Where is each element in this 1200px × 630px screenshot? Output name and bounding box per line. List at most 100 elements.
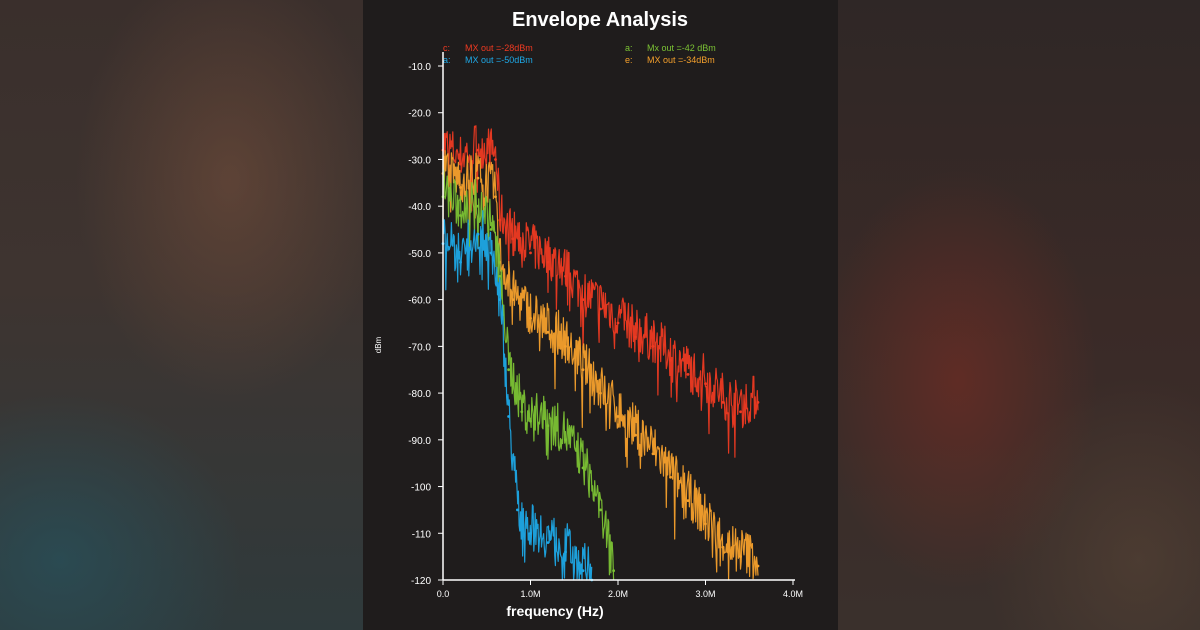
data-point	[529, 316, 532, 320]
y-tick-label: -100	[411, 483, 431, 494]
data-point	[489, 251, 493, 255]
data-point	[669, 475, 672, 479]
data-point	[498, 218, 502, 222]
data-point	[459, 214, 462, 217]
y-tick-label: -80.0	[408, 389, 431, 400]
y-tick-label: -120	[411, 576, 431, 587]
y-tick-label: -50.0	[408, 249, 431, 260]
data-point	[520, 410, 524, 414]
data-point	[564, 274, 567, 278]
legend-entry: e: MX out =-34dBm	[625, 55, 715, 65]
data-point	[494, 158, 497, 161]
data-point	[476, 204, 480, 208]
series-trace	[442, 125, 759, 458]
y-tick-label: -70.0	[408, 342, 431, 353]
data-point	[634, 433, 637, 437]
data-point	[704, 382, 707, 386]
y-tick-label: -60.0	[408, 296, 431, 307]
y-axis-label: dBm	[374, 336, 383, 353]
legend-entry: c: MX out =-28dBm	[443, 43, 533, 53]
x-tick-label: 4.0M	[783, 589, 803, 599]
data-point	[756, 401, 760, 404]
y-tick-label: -20.0	[408, 109, 431, 120]
data-point	[616, 321, 620, 325]
data-point	[704, 522, 707, 526]
data-point	[546, 260, 550, 264]
chart-title: Envelope Analysis	[512, 9, 688, 31]
y-tick-label: -90.0	[408, 436, 431, 447]
data-point	[476, 176, 480, 180]
blurred-background-right	[838, 0, 1200, 630]
data-point	[564, 438, 567, 442]
data-point	[669, 359, 672, 362]
series-1	[441, 125, 760, 458]
data-point	[507, 368, 510, 372]
data-point	[511, 237, 515, 241]
data-point	[507, 415, 510, 418]
blurred-background-left	[0, 0, 363, 630]
series-2	[441, 150, 760, 581]
data-point	[546, 541, 550, 544]
data-point	[581, 298, 585, 301]
legend-key: c:	[443, 43, 450, 53]
data-point	[721, 545, 725, 549]
data-point	[634, 335, 637, 339]
data-point	[459, 260, 462, 264]
data-point	[739, 555, 742, 558]
data-point	[529, 251, 532, 255]
axes: -10.0 -20.0 -30.0 -40.0 -50.0 -60.0 -70.0 -80.0…	[408, 52, 803, 599]
data-point	[581, 368, 585, 372]
data-point	[616, 415, 620, 418]
data-point	[489, 228, 493, 231]
data-point	[459, 186, 462, 189]
data-point	[599, 391, 602, 395]
y-tick-label: -30.0	[408, 155, 431, 166]
data-point	[599, 508, 602, 512]
y-tick-label: -10.0	[408, 62, 431, 73]
data-point	[529, 419, 532, 423]
legend-key: a:	[625, 43, 633, 53]
data-point	[476, 148, 480, 152]
data-point	[498, 274, 502, 278]
x-tick-label: 1.0M	[520, 589, 540, 599]
data-point	[546, 330, 550, 334]
legend-key: e:	[625, 55, 633, 65]
data-point	[581, 569, 585, 573]
plot-area	[441, 125, 760, 582]
legend-entry: a: Mx out =-42 dBm	[625, 43, 716, 53]
data-point	[476, 232, 480, 236]
data-point	[612, 569, 615, 573]
data-point	[651, 452, 655, 456]
data-point	[529, 531, 532, 535]
series-4	[441, 210, 594, 582]
y-tick-label: -110	[412, 529, 432, 540]
x-tick-label: 0.0	[437, 589, 450, 599]
data-point	[516, 508, 519, 512]
data-point	[651, 345, 655, 348]
x-tick-label: 2.0M	[608, 589, 628, 599]
data-point	[459, 162, 462, 166]
legend-label: MX out =-34dBm	[647, 55, 715, 65]
data-point	[599, 307, 602, 311]
data-point	[686, 373, 690, 376]
data-point	[498, 298, 502, 301]
legend-label: MX out =-50dBm	[465, 55, 533, 65]
y-tick-label: -40.0	[408, 202, 431, 213]
series-trace	[442, 169, 615, 581]
data-point	[564, 550, 567, 554]
x-axis-label: frequency (Hz)	[506, 603, 603, 619]
legend-entry: a: MX out =-50dBm	[443, 55, 533, 65]
chart-legend: c: MX out =-28dBm a: Mx out =-42 dBm a: MX ou…	[443, 43, 716, 65]
x-tick-label: 3.0M	[695, 589, 715, 599]
legend-key: a:	[443, 55, 451, 65]
series-trace	[442, 210, 593, 581]
data-point	[546, 424, 550, 428]
data-point	[739, 410, 742, 414]
data-point	[756, 564, 760, 568]
chart-panel: Envelope Analysis c: MX out =-28dBm a: Mx o…	[363, 0, 838, 630]
data-point	[564, 345, 567, 348]
data-point	[686, 499, 690, 502]
data-point	[581, 466, 585, 470]
data-point	[721, 401, 725, 404]
data-point	[511, 298, 515, 301]
